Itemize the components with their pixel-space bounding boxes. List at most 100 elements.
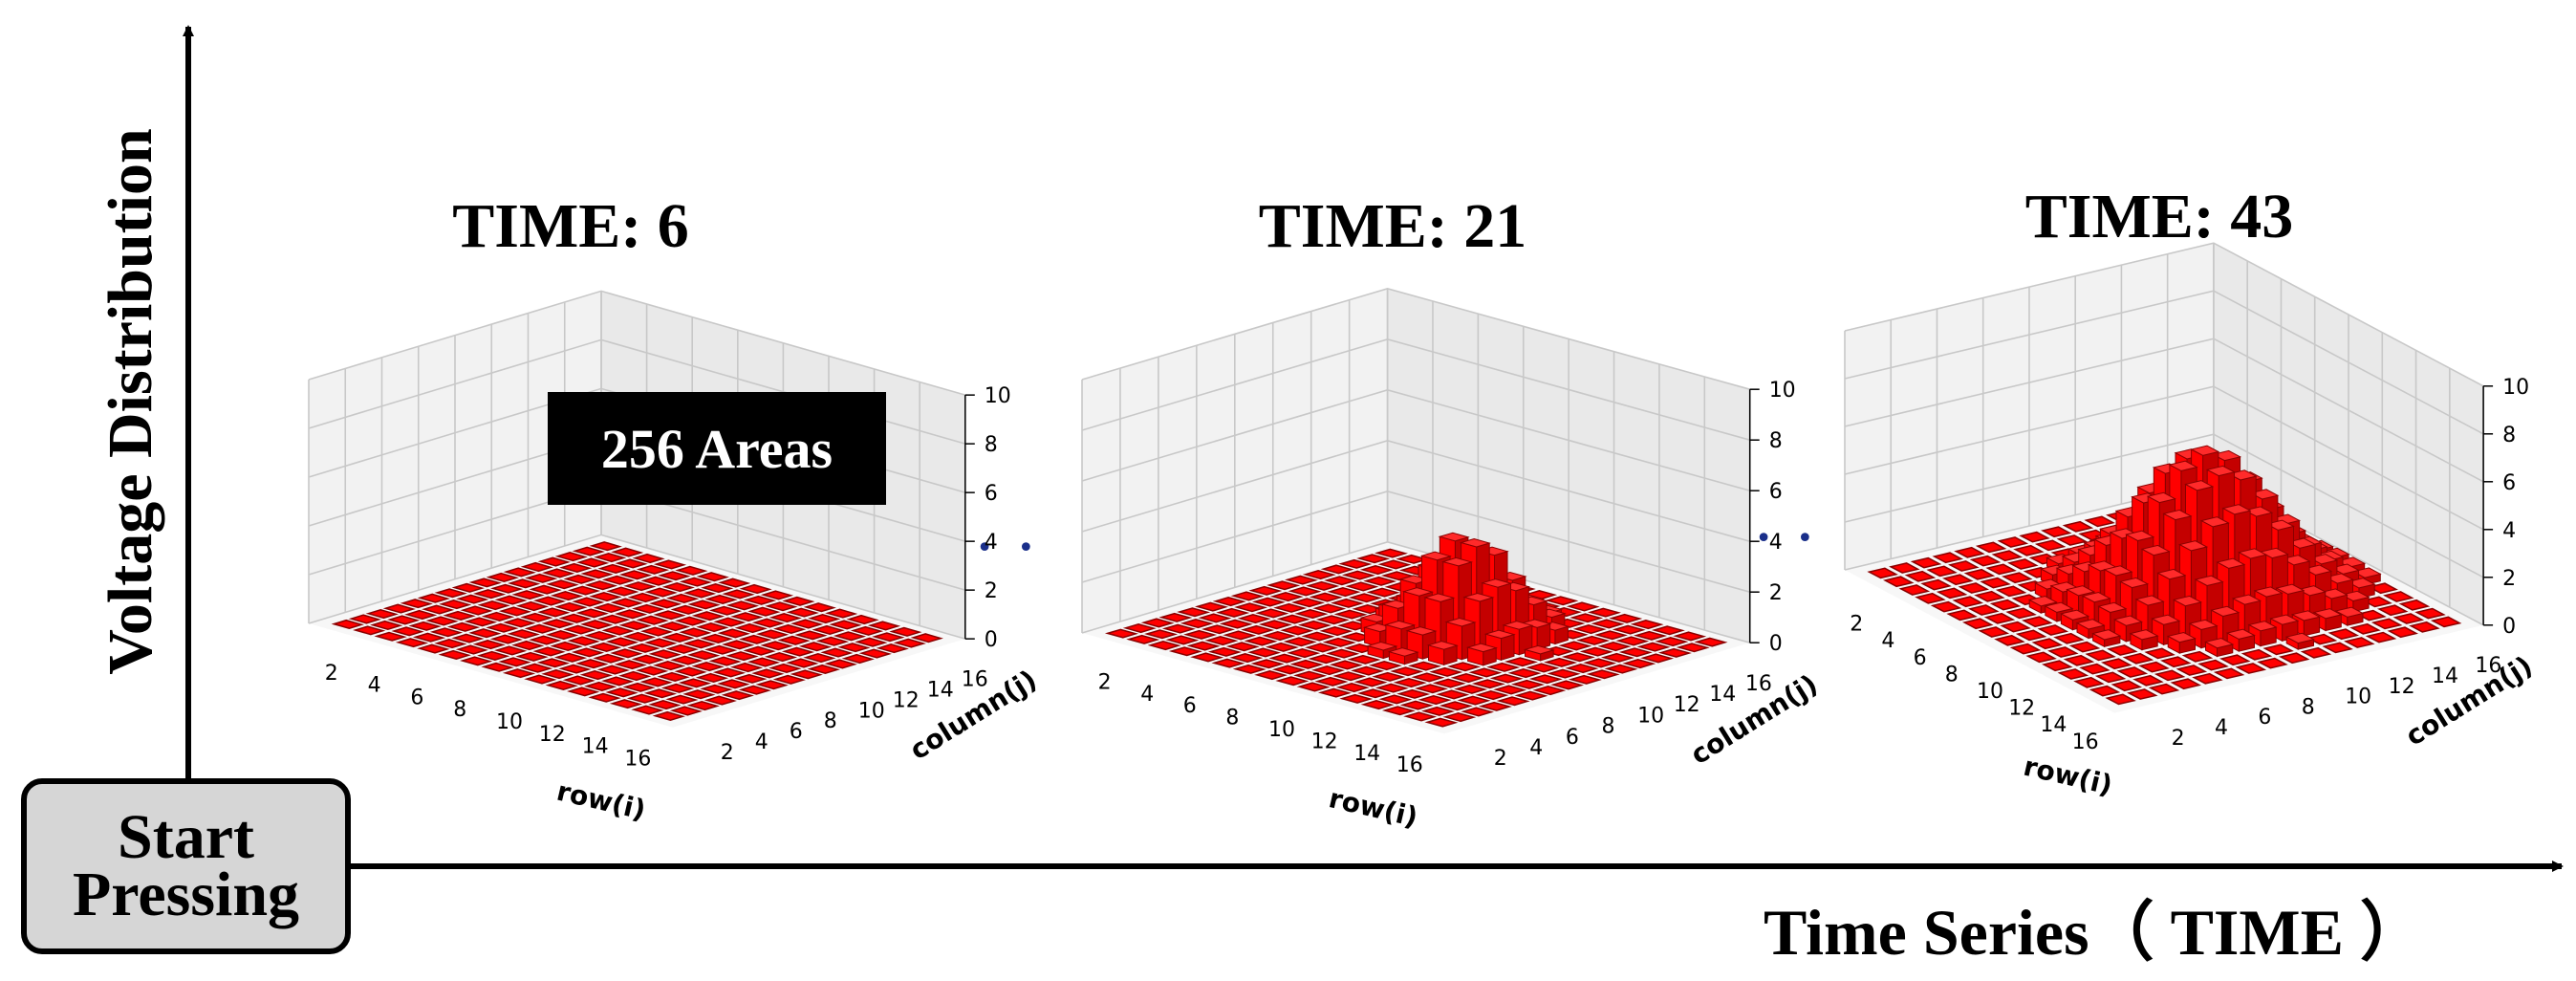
bar-top [2037, 624, 2069, 636]
bar-top [2184, 480, 2215, 491]
bar-top [1351, 665, 1385, 676]
bar [1565, 664, 1599, 674]
bar-top [422, 604, 455, 615]
bar-top [1186, 641, 1221, 651]
bar [1636, 642, 1671, 652]
areas-callout-text: 256 Areas [600, 417, 833, 480]
bar [486, 572, 519, 582]
bar-top [1290, 598, 1325, 608]
bar [550, 591, 584, 601]
bar [893, 638, 926, 648]
bar-top [679, 577, 712, 587]
bar [722, 640, 755, 650]
bar [1287, 648, 1321, 659]
bar [666, 593, 700, 603]
bar-top [644, 638, 678, 648]
bar [2398, 599, 2431, 611]
bar-top [807, 664, 840, 674]
bar [803, 653, 836, 664]
bar [1126, 634, 1160, 644]
z-tick-label: 4 [2502, 519, 2516, 543]
bar-top [503, 567, 536, 578]
bar [554, 552, 588, 562]
bar [639, 626, 674, 637]
bar-top [729, 662, 764, 673]
bar [408, 621, 442, 631]
bar [2383, 591, 2414, 602]
bar [632, 603, 665, 614]
bar [1177, 607, 1211, 618]
bar [567, 636, 600, 646]
bar [382, 603, 416, 614]
bar-top [1545, 596, 1579, 606]
bar [618, 570, 653, 580]
bar [1237, 614, 1271, 624]
bar-top [636, 665, 669, 676]
bar-top [594, 553, 627, 563]
bar [1604, 664, 1638, 674]
bar-top [1276, 614, 1310, 624]
bar-top [687, 650, 721, 661]
bar-top [722, 640, 755, 650]
bar [490, 583, 524, 594]
bar [1288, 586, 1322, 597]
bar-top [456, 594, 489, 604]
bar [2089, 685, 2121, 697]
bar-top [2355, 609, 2387, 621]
bar-top [808, 614, 841, 624]
row-tick-label: 16 [1396, 753, 1423, 777]
bar-top [623, 581, 657, 592]
bar [825, 608, 858, 619]
bar [653, 610, 686, 621]
bar-top [2075, 619, 2106, 630]
bar [529, 584, 562, 595]
start-label-line1: Start [118, 802, 254, 872]
bar-top [601, 625, 635, 636]
bar [1673, 631, 1707, 642]
bar [2044, 601, 2074, 622]
bar [704, 594, 738, 604]
bar-top [2216, 557, 2246, 569]
bar-top [666, 593, 700, 603]
bar [1963, 568, 1996, 580]
z-tick-label: 8 [2502, 424, 2516, 447]
bar-top [2188, 619, 2219, 631]
bar-top [391, 626, 424, 637]
bar-top [1414, 684, 1448, 694]
bar [1465, 643, 1499, 666]
bar-top [1377, 559, 1412, 570]
bar-top [2204, 637, 2235, 649]
bar-top [1294, 609, 1329, 620]
bar-top [1275, 676, 1310, 687]
bar-top [1335, 683, 1370, 693]
bar [2262, 643, 2294, 656]
bar [2327, 628, 2360, 641]
row-tick-label: 6 [410, 686, 423, 709]
bar [691, 611, 725, 621]
bar-top [1579, 646, 1613, 657]
bar [1489, 673, 1524, 684]
bar-top [718, 578, 751, 588]
bar-top [1920, 578, 1952, 591]
bar-top [837, 643, 871, 653]
bars [1867, 445, 2462, 706]
bar [1640, 653, 1675, 664]
bar-top [2094, 671, 2127, 684]
bar [1461, 707, 1495, 717]
bar [674, 616, 708, 626]
bars [331, 541, 943, 721]
bar [601, 625, 635, 636]
start-label-line2: Pressing [72, 860, 300, 929]
row-tick-label: 6 [1914, 646, 1927, 670]
bar [597, 563, 631, 574]
bar [1995, 585, 2027, 598]
bar-top [850, 625, 884, 636]
bar-top [2100, 658, 2132, 670]
bar [494, 645, 528, 656]
bar-top [2284, 632, 2315, 644]
bar-top [704, 644, 738, 655]
bar-top [2027, 595, 2058, 607]
bar [1147, 641, 1181, 651]
bar-top [725, 651, 759, 662]
bar [648, 700, 682, 710]
